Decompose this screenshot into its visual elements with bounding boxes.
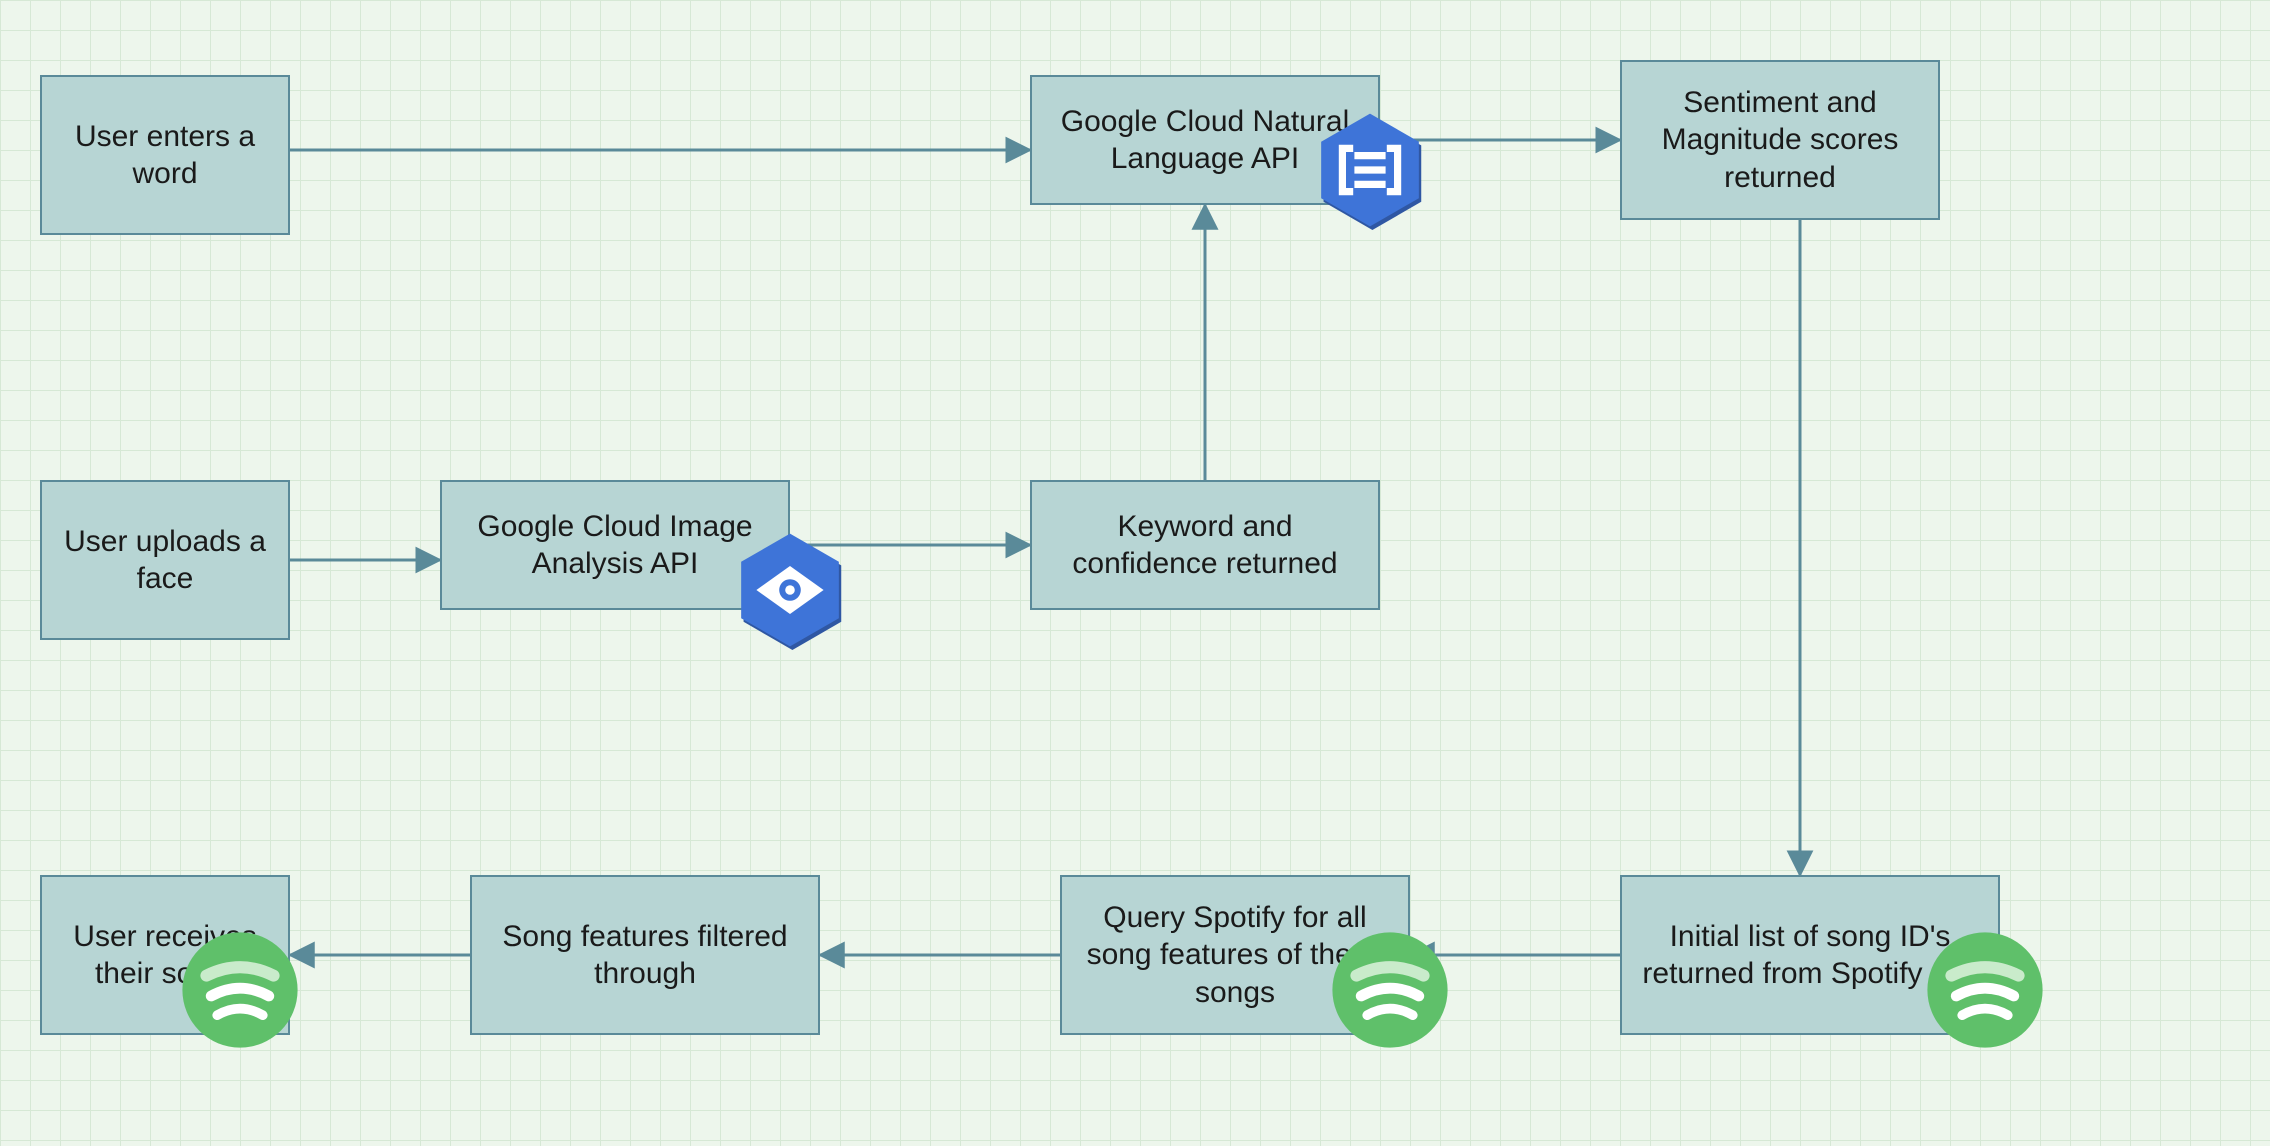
diagram-canvas: User enters a word Google Cloud Natural … bbox=[0, 0, 2270, 1146]
node-query-spotify-features: Query Spotify for all song features of t… bbox=[1060, 875, 1410, 1035]
node-label: User uploads a face bbox=[56, 523, 274, 598]
node-label: Keyword and confidence returned bbox=[1046, 508, 1364, 583]
node-label: Query Spotify for all song features of t… bbox=[1076, 899, 1394, 1012]
node-user-receives-song: User receives their song! bbox=[40, 875, 290, 1035]
node-label: Song features filtered through bbox=[486, 918, 804, 993]
node-sentiment-scores: Sentiment and Magnitude scores returned bbox=[1620, 60, 1940, 220]
node-label: User enters a word bbox=[56, 118, 274, 193]
node-label: User receives their song! bbox=[56, 918, 274, 993]
node-label: Initial list of song ID's returned from … bbox=[1636, 918, 1984, 993]
node-keyword-confidence: Keyword and confidence returned bbox=[1030, 480, 1380, 610]
node-initial-song-ids: Initial list of song ID's returned from … bbox=[1620, 875, 2000, 1035]
node-gcp-image-api: Google Cloud Image Analysis API bbox=[440, 480, 790, 610]
node-label: Google Cloud Natural Language API bbox=[1046, 103, 1364, 178]
node-gcp-nl-api: Google Cloud Natural Language API bbox=[1030, 75, 1380, 205]
node-label: Sentiment and Magnitude scores returned bbox=[1636, 84, 1924, 197]
node-label: Google Cloud Image Analysis API bbox=[456, 508, 774, 583]
node-user-uploads-face: User uploads a face bbox=[40, 480, 290, 640]
node-song-features-filtered: Song features filtered through bbox=[470, 875, 820, 1035]
node-user-enters-word: User enters a word bbox=[40, 75, 290, 235]
